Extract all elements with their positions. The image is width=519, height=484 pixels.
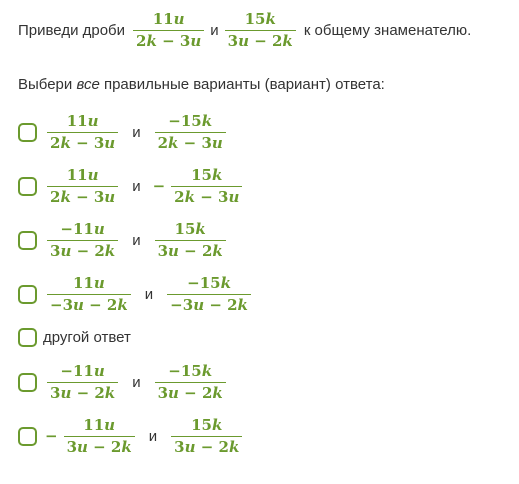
question-fraction-1: 11u 2k − 3u xyxy=(133,9,205,49)
option-text: другой ответ xyxy=(43,328,131,346)
minus-sign: − xyxy=(45,427,58,445)
option-conjunction: и xyxy=(132,373,141,391)
option-conjunction: и xyxy=(132,231,141,249)
numerator: −15k xyxy=(168,361,213,380)
checkbox[interactable] xyxy=(18,426,37,446)
numerator: 15k xyxy=(244,9,276,28)
numerator: 11u xyxy=(83,415,116,434)
option-fraction-a: 11u 2k − 3u xyxy=(47,111,119,151)
option-conjunction: и xyxy=(132,123,141,141)
option-fraction-b: 15k 3u − 2k xyxy=(171,415,243,455)
answer-option-3[interactable]: −11u 3u − 2k и 15k 3u − 2k xyxy=(18,216,230,264)
denominator: 3u − 2k xyxy=(224,29,296,49)
denominator: 3u − 2k xyxy=(63,435,135,455)
denominator: 2k − 3u xyxy=(47,185,119,205)
numerator: 11u xyxy=(66,111,99,130)
numerator: 11u xyxy=(66,165,99,184)
denominator: 3u − 2k xyxy=(47,381,119,401)
question-prefix: Приведи дроби xyxy=(18,21,126,39)
checkbox[interactable] xyxy=(18,122,37,142)
option-fraction-b: −15k 3u − 2k xyxy=(154,361,226,401)
question-suffix: к общему знаменателю. xyxy=(303,21,472,39)
option-fraction-b: −15k −3u − 2k xyxy=(167,273,251,313)
option-fraction-a: 11u 3u − 2k xyxy=(63,415,135,455)
denominator: 3u − 2k xyxy=(47,239,119,259)
checkbox[interactable] xyxy=(18,372,37,392)
prompt-emphasis: все xyxy=(76,76,100,93)
numerator: 11u xyxy=(152,9,185,28)
checkbox[interactable] xyxy=(18,230,37,250)
minus-sign: − xyxy=(152,177,166,195)
question-conjunction: и xyxy=(210,21,219,39)
numerator: 15k xyxy=(191,165,223,184)
prompt-before: Выбери xyxy=(18,76,77,93)
option-fraction-a: −11u 3u − 2k xyxy=(47,219,119,259)
denominator: 2k − 3u xyxy=(47,131,119,151)
answer-prompt: Выбери все правильные варианты (вариант)… xyxy=(18,76,385,93)
answer-option-2[interactable]: 11u 2k − 3u и − 15k 2k − 3u xyxy=(18,162,246,210)
prompt-after: правильные варианты (вариант) ответа: xyxy=(99,76,385,93)
option-fraction-b: 15k 2k − 3u xyxy=(171,165,243,205)
question-fraction-2: 15k 3u − 2k xyxy=(224,9,296,49)
denominator: 2k − 3u xyxy=(154,131,226,151)
option-conjunction: и xyxy=(148,427,158,445)
option-fraction-a: 11u −3u − 2k xyxy=(47,273,131,313)
numerator: −15k xyxy=(168,111,213,130)
numerator: 15k xyxy=(191,415,223,434)
denominator: 2k − 3u xyxy=(171,185,243,205)
denominator: 3u − 2k xyxy=(154,239,226,259)
denominator: −3u − 2k xyxy=(167,293,251,313)
answer-option-1[interactable]: 11u 2k − 3u и −15k 2k − 3u xyxy=(18,108,230,156)
answer-option-6[interactable]: −11u 3u − 2k и −15k 3u − 2k xyxy=(18,358,230,406)
option-fraction-a: −11u 3u − 2k xyxy=(47,361,119,401)
numerator: −15k xyxy=(187,273,231,292)
checkbox[interactable] xyxy=(18,327,37,347)
denominator: −3u − 2k xyxy=(47,293,131,313)
numerator: −11u xyxy=(60,219,105,238)
checkbox[interactable] xyxy=(18,284,37,304)
numerator: 15k xyxy=(174,219,206,238)
answer-option-5[interactable]: другой ответ xyxy=(18,314,131,360)
answer-option-4[interactable]: 11u −3u − 2k и −15k −3u − 2k xyxy=(18,270,255,318)
numerator: 11u xyxy=(73,273,105,292)
option-fraction-b: −15k 2k − 3u xyxy=(154,111,226,151)
option-conjunction: и xyxy=(144,285,154,303)
numerator: −11u xyxy=(60,361,105,380)
option-fraction-b: 15k 3u − 2k xyxy=(154,219,226,259)
option-conjunction: и xyxy=(132,177,141,195)
option-fraction-a: 11u 2k − 3u xyxy=(47,165,119,205)
answer-option-7[interactable]: − 11u 3u − 2k и 15k 3u − 2k xyxy=(18,412,246,460)
checkbox[interactable] xyxy=(18,176,37,196)
denominator: 3u − 2k xyxy=(154,381,226,401)
denominator: 2k − 3u xyxy=(133,29,205,49)
question-text: Приведи дроби 11u 2k − 3u и 15k 3u − 2k … xyxy=(18,4,471,56)
denominator: 3u − 2k xyxy=(171,435,243,455)
